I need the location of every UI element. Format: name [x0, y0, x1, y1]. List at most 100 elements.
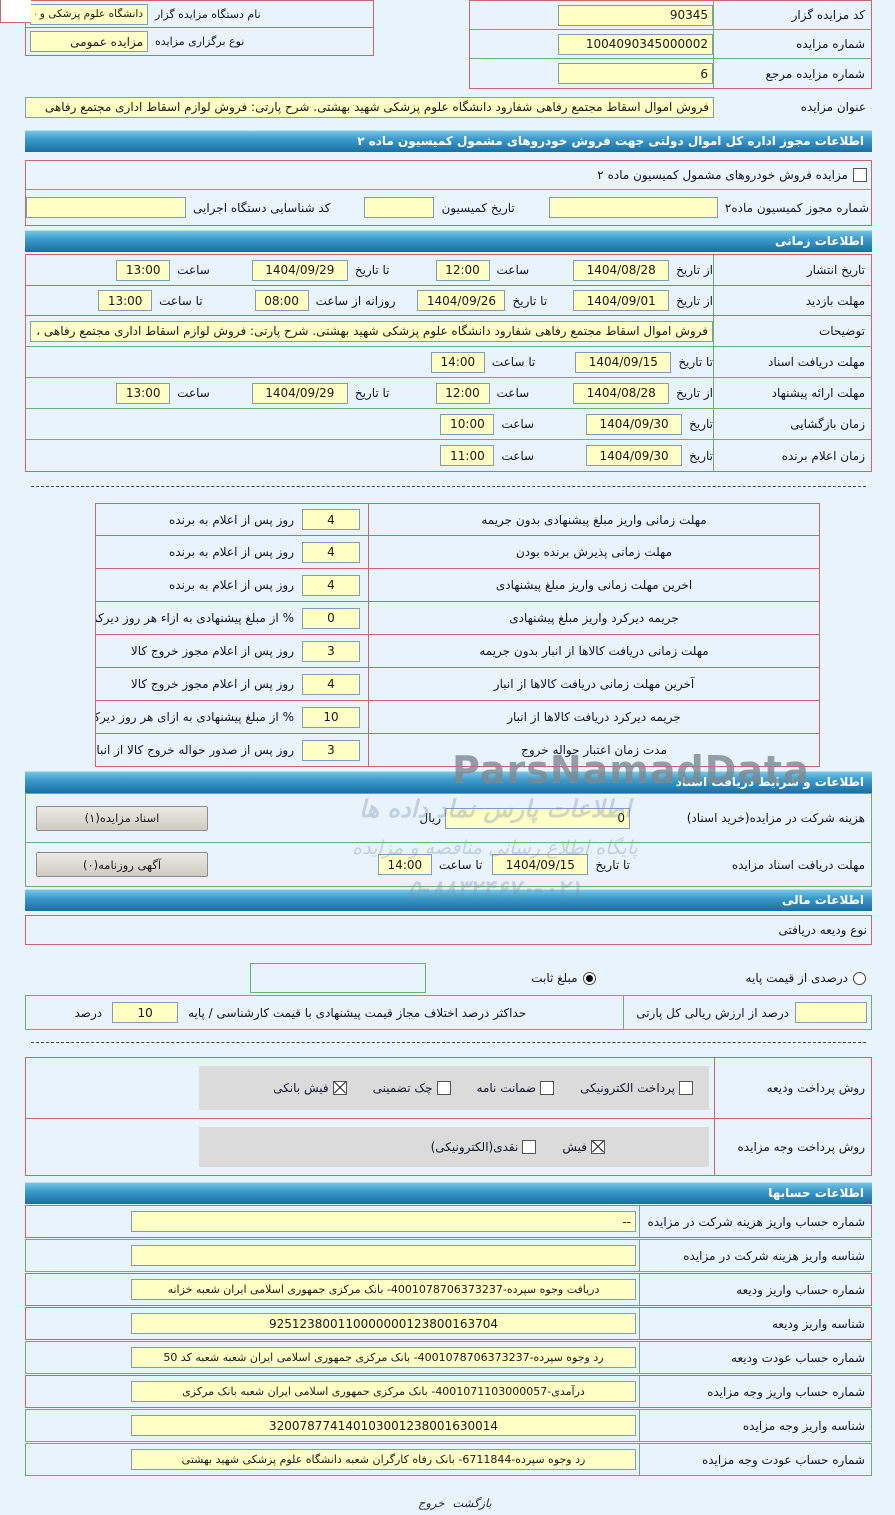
deposit-type-label: نوع ودیعه دریافتی	[778, 923, 867, 937]
back-link[interactable]: بازگشت	[452, 1496, 492, 1510]
visit-from-time-input[interactable]	[254, 290, 309, 311]
docs-deadline-label: مهلت دریافت اسناد مزایده	[731, 857, 865, 872]
visit-to-date-input[interactable]	[417, 290, 506, 311]
docs-fee-input[interactable]	[445, 807, 630, 829]
percent-of-base-label: درصدی از قیمت پایه	[745, 971, 848, 985]
auctioneer-code-input[interactable]	[558, 4, 713, 26]
account-row: شماره حساب عودت ودیعه	[25, 1341, 872, 1374]
option-electronic-payment[interactable]: پرداخت الکترونیکی	[580, 1081, 693, 1095]
docs-deadline-time-input2[interactable]	[377, 854, 432, 875]
deposit-nofine-days-input[interactable]	[302, 509, 360, 530]
publish-to-date-input[interactable]	[251, 259, 348, 281]
accept-winner-days-input[interactable]	[302, 541, 360, 563]
offer-from-time-input[interactable]	[435, 382, 490, 404]
permit-number-input[interactable]	[548, 197, 718, 218]
offer-from-date-input[interactable]	[573, 382, 670, 404]
deposit-payment-options: پرداخت الکترونیکی ضمانت نامه چک تضمینی ف…	[199, 1066, 709, 1110]
article2-checkbox[interactable]	[853, 168, 867, 182]
row-label: مهلت ارائه پیشنهاد	[713, 378, 871, 408]
deposit-return-account-input[interactable]	[131, 1347, 636, 1368]
electronic-payment-checkbox[interactable]	[679, 1081, 693, 1095]
offer-to-date-input[interactable]	[251, 382, 348, 404]
option-guarantee-letter[interactable]: ضمانت نامه	[477, 1081, 555, 1095]
fixed-amount-input[interactable]	[250, 963, 427, 993]
hour-label: ساعت	[501, 417, 535, 431]
exit-link[interactable]: خروج	[418, 1496, 445, 1510]
winner-time-input[interactable]	[440, 445, 495, 466]
hour-label: ساعت	[177, 263, 210, 277]
agency-id-input[interactable]	[26, 197, 186, 218]
row-label: شناسه واریز ودیعه	[639, 1308, 871, 1339]
last-deposit-days-input[interactable]	[302, 574, 360, 596]
section-financial-title: اطلاعات مالی	[781, 893, 864, 907]
hour-label: ساعت	[177, 386, 210, 400]
percent-of-base-radio[interactable]	[853, 971, 866, 985]
row-suffix: روز پس از اعلام به برنده	[169, 545, 294, 559]
auction-fee-account-input[interactable]	[131, 1381, 636, 1402]
auction-fee-id-input[interactable]	[131, 1415, 636, 1436]
table-row: نوع برگزاری مزایده	[26, 28, 373, 55]
to-hour-label: تا ساعت	[438, 857, 483, 872]
late-payment-fine-input[interactable]	[302, 607, 360, 629]
option-label: فیش	[562, 1140, 587, 1154]
auction-docs-button[interactable]: اسناد مزایده(۱)	[36, 805, 208, 831]
reference-number-input[interactable]	[558, 63, 713, 84]
option-cash-electronic[interactable]: نقدی(الکترونیکی)	[431, 1140, 537, 1154]
max-diff-input[interactable]	[112, 1002, 179, 1023]
certified-check-checkbox[interactable]	[436, 1081, 451, 1095]
from-date-label: از تاریخ	[676, 263, 713, 277]
auction-id-table: کد مزایده گزار شماره مزایده شماره مزایده…	[469, 0, 872, 89]
deposit-id-input[interactable]	[131, 1313, 636, 1334]
deposit-payment-row: روش پرداخت ودیعه پرداخت الکترونیکی ضمانت…	[25, 1057, 872, 1119]
auction-fee-return-account-input[interactable]	[131, 1449, 636, 1470]
party-value-percent-input[interactable]	[795, 1002, 867, 1023]
opening-date-input[interactable]	[586, 413, 683, 435]
permit-number-label: شماره مجوز کمیسیون ماده۲	[724, 200, 869, 215]
term-row: جریمه دیرکرد دریافت کالاها از انبار % از …	[95, 701, 820, 734]
option-slip[interactable]: فیش	[562, 1140, 605, 1154]
bank-slip-checkbox[interactable]	[332, 1081, 347, 1095]
commission-date-input[interactable]	[364, 197, 435, 218]
late-pickup-fine-input[interactable]	[302, 706, 360, 728]
percent-values-row: درصد از ارزش ریالی کل پارتی حداکثر درصد …	[25, 995, 872, 1030]
auction-number-input[interactable]	[558, 33, 713, 55]
last-pickup-days-input[interactable]	[302, 673, 360, 695]
fixed-amount-radio[interactable]	[582, 971, 596, 985]
exit-permit-validity-input[interactable]	[302, 739, 360, 761]
term-row: مهلت زمانی پذیرش برنده بودن روز پس از اعل…	[95, 536, 820, 569]
term-row: مهلت زمانی واریز مبلغ پیشنهادی بدون جریم…	[95, 503, 820, 536]
fee-deposit-account-input[interactable]	[131, 1211, 636, 1232]
slip-checkbox[interactable]	[591, 1140, 605, 1154]
offer-to-time-input[interactable]	[116, 382, 171, 404]
newspaper-ad-button[interactable]: آگهی روزنامه(۰)	[36, 852, 208, 877]
cash-electronic-checkbox[interactable]	[522, 1140, 537, 1154]
opening-time-input[interactable]	[440, 413, 495, 435]
publish-from-time-input[interactable]	[435, 259, 490, 281]
account-row: شناسه واریز وجه مزایده	[25, 1409, 872, 1442]
docs-deadline-time-input[interactable]	[430, 351, 485, 373]
description-input[interactable]	[30, 320, 713, 342]
visit-to-time-input[interactable]	[98, 290, 153, 311]
timing-row-description: توضیحات	[26, 316, 871, 347]
section-accounts-bar: اطلاعات حسابها	[25, 1182, 872, 1204]
publish-to-time-input[interactable]	[116, 259, 171, 281]
organization-name-input[interactable]	[30, 3, 148, 25]
option-certified-check[interactable]: چک تضمینی	[373, 1081, 451, 1095]
commission-date-label: تاریخ کمیسیون	[441, 200, 515, 215]
docs-deadline-date-input[interactable]	[575, 351, 672, 373]
auction-title-input[interactable]	[25, 96, 714, 118]
option-bank-slip[interactable]: فیش بانکی	[273, 1081, 347, 1095]
auction-type-input[interactable]	[30, 31, 148, 52]
visit-from-date-input[interactable]	[573, 290, 670, 311]
docs-deadline-date-input2[interactable]	[492, 854, 589, 875]
guarantee-letter-checkbox[interactable]	[540, 1081, 555, 1095]
deposit-account-input[interactable]	[131, 1279, 636, 1300]
fee-deposit-id-input[interactable]	[131, 1245, 636, 1266]
pickup-nofine-days-input[interactable]	[302, 640, 360, 662]
agency-id-label: کد شناسایی دستگاه اجرایی	[193, 200, 331, 215]
row-suffix: روز پس از اعلام به برنده	[169, 512, 294, 527]
publish-from-date-input[interactable]	[573, 259, 670, 281]
row-label: زمان اعلام برنده	[713, 440, 871, 471]
hour-label: ساعت	[501, 448, 535, 463]
winner-date-input[interactable]	[586, 445, 683, 466]
